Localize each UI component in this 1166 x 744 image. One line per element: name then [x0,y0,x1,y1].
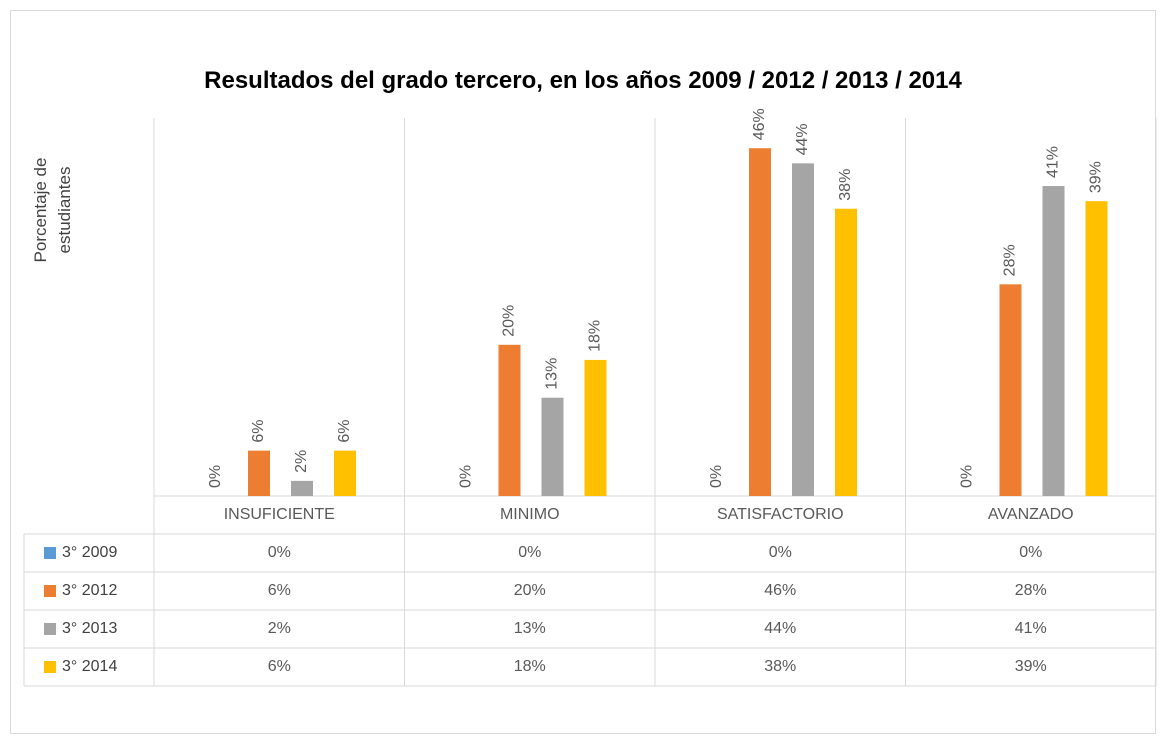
bar [749,148,771,497]
bar [584,359,607,496]
data-label: 46% [751,108,768,140]
bar [248,450,270,496]
x-tick-label: INSUFICIENTE [224,506,335,523]
data-label: 6% [250,420,267,443]
data-label: 28% [1002,244,1019,276]
bar [334,450,356,496]
data-label: 0% [207,465,224,488]
legend-label: 3° 2014 [62,658,117,675]
table-cell: 46% [764,582,796,599]
data-label: 18% [587,320,604,352]
table-cell: 0% [518,544,541,561]
data-label: 39% [1088,161,1105,193]
legend-label: 3° 2013 [62,620,117,637]
table-cell: 0% [769,544,792,561]
data-label: 0% [708,465,725,488]
x-tick-label: AVANZADO [988,506,1074,523]
table-cell: 39% [1015,658,1047,675]
table-cell: 28% [1015,582,1047,599]
table-cell: 6% [268,582,291,599]
legend-swatch [44,623,56,635]
y-axis-label: Porcentaje de estudiantes [31,157,74,263]
legend-label: 3° 2012 [62,582,117,599]
table-cell: 0% [1019,544,1042,561]
data-label: 0% [458,465,475,488]
data-label: 2% [293,450,310,473]
legend-swatch [44,661,56,673]
bar [835,208,857,496]
table-cell: 6% [268,658,291,675]
data-label: 41% [1045,146,1062,178]
bar [999,284,1022,496]
table-cell: 18% [514,658,546,675]
bar [1042,186,1065,497]
table-cell: 41% [1015,620,1047,637]
data-label: 38% [837,169,854,201]
table-cell: 44% [764,620,796,637]
data-label: 6% [336,420,353,443]
legend-swatch [44,547,56,559]
chart-title: Resultados del grado tercero, en los año… [204,67,962,94]
bar [1085,201,1108,496]
bar [498,344,521,496]
data-label: 0% [959,465,976,488]
bar [541,397,564,496]
table-cell: 0% [268,544,291,561]
table-cell: 38% [764,658,796,675]
bar [792,163,814,497]
legend-label: 3° 2009 [62,544,117,561]
data-label: 44% [794,123,811,155]
bar [291,480,313,496]
table-cell: 2% [268,620,291,637]
x-tick-label: SATISFACTORIO [717,506,844,523]
data-label: 20% [501,305,518,337]
table-cell: 20% [514,582,546,599]
chart-border [10,10,1156,734]
x-tick-label: MINIMO [500,506,560,523]
table-cell: 13% [514,620,546,637]
legend-swatch [44,585,56,597]
data-label: 13% [544,358,561,390]
